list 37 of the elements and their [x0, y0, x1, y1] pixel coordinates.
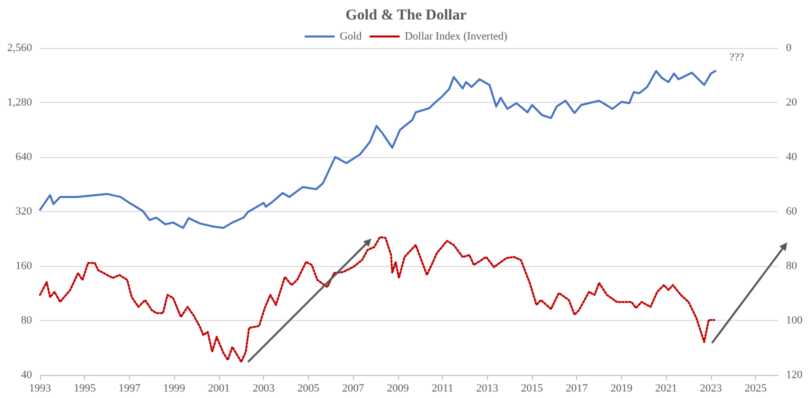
y-tick-label: 1,280: [7, 96, 32, 108]
legend-label: Dollar Index (Inverted): [404, 30, 508, 42]
annotation: ???: [729, 52, 744, 64]
x-tick-label: 2015: [521, 382, 544, 394]
x-tick-label: 1999: [163, 382, 186, 394]
y-tick-label: 40: [21, 369, 32, 381]
line-series: [39, 70, 716, 229]
line-series: [39, 236, 716, 363]
y2-tick-label: 100: [786, 314, 803, 326]
x-tick-label: 2017: [566, 382, 588, 394]
legend-label: Gold: [340, 30, 362, 42]
y-tick-label: 320: [16, 206, 32, 218]
y-tick-label: 640: [16, 151, 32, 163]
x-tick-label: 1995: [74, 382, 96, 394]
y-tick-label: 160: [16, 260, 32, 272]
x-tick-label: 1993: [29, 382, 52, 394]
y-tick-label: 2,560: [7, 42, 32, 54]
y-tick-label: 80: [21, 314, 32, 326]
x-tick-label: 2019: [610, 382, 633, 394]
x-tick-label: 2025: [744, 382, 768, 394]
chart-title: Gold & The Dollar: [346, 8, 467, 24]
y2-tick-label: 0: [786, 42, 792, 54]
y2-tick-label: 40: [786, 151, 798, 163]
x-tick-label: 1997: [118, 382, 141, 394]
x-tick-label: 2009: [386, 382, 410, 394]
y2-tick-label: 20: [786, 96, 798, 108]
x-tick-label: 2005: [297, 382, 320, 394]
x-tick-label: 2011: [432, 382, 454, 394]
y2-tick-label: 120: [786, 369, 803, 381]
x-tick-label: 2001: [208, 382, 230, 394]
y2-tick-label: 60: [786, 206, 798, 218]
x-tick-label: 2013: [476, 382, 499, 394]
y2-tick-label: 80: [786, 260, 798, 272]
x-tick-label: 2021: [655, 382, 678, 394]
x-tick-label: 2003: [252, 382, 276, 394]
x-tick-label: 2007: [342, 382, 365, 394]
x-tick-label: 2023: [700, 382, 722, 394]
